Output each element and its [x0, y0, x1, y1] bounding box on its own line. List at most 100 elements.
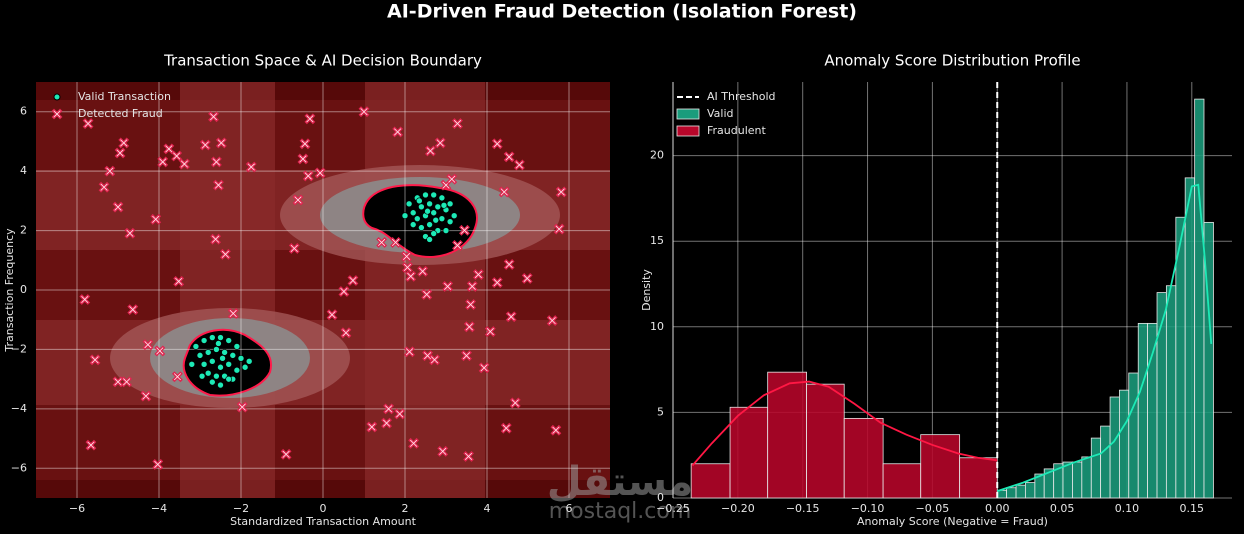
fraud-point [461, 350, 472, 362]
fraud-point [513, 159, 525, 171]
valid-point [430, 209, 438, 217]
fraud-point [213, 179, 224, 191]
y-tick-label: −2 [11, 342, 27, 355]
histogram-bar [1119, 389, 1130, 499]
valid-point [233, 343, 241, 350]
fraud-point [154, 345, 166, 357]
valid-point [430, 230, 438, 237]
fraud-point [429, 354, 440, 366]
histogram-bar [1137, 322, 1148, 499]
fraud-point [121, 376, 133, 388]
fraud-point [417, 265, 429, 277]
decision-boundary [36, 82, 610, 498]
valid-point [225, 375, 232, 383]
y-axis-label: Density [640, 269, 653, 311]
valid-point [430, 191, 438, 199]
fraud-point [503, 151, 515, 163]
fraud-point [292, 194, 304, 206]
fraud-point [459, 224, 470, 236]
histogram-bar [806, 383, 845, 499]
valid-point [245, 358, 253, 365]
x-tick-label: 0 [320, 502, 327, 515]
y-tick-label: 6 [20, 105, 27, 118]
valid-point [217, 381, 224, 389]
y-axis-label: Transaction Frequency [3, 228, 16, 353]
valid-point [422, 191, 429, 199]
chart-title: Anomaly Score Distribution Profile [824, 52, 1080, 70]
fraud-point [402, 261, 413, 273]
fraud-point [140, 390, 152, 402]
valid-point [213, 372, 220, 380]
fraud-point [553, 223, 565, 235]
fraud-point [425, 145, 436, 157]
valid-point [209, 334, 216, 341]
figure-title: AI-Driven Fraud Detection (Isolation For… [387, 1, 857, 23]
x-tick-label: −0.05 [916, 502, 950, 515]
watermark-arabic: مستقل [547, 459, 693, 505]
fraud-point [465, 299, 477, 310]
fraud-point [340, 327, 352, 339]
fraud-point [215, 137, 227, 149]
fraud-point [358, 106, 370, 118]
x-tick-label: −0.10 [851, 502, 885, 515]
fraud-point [152, 459, 164, 470]
fraud-point [509, 397, 521, 409]
y-tick-label: 0 [657, 491, 664, 504]
valid-point [405, 200, 413, 208]
x-tick-label: −4 [151, 502, 167, 515]
valid-point [432, 216, 440, 224]
fraud-point [394, 408, 406, 420]
histogram-bar [1072, 461, 1083, 499]
x-tick-label: 4 [484, 502, 491, 515]
fraud-point [326, 309, 338, 321]
fraud-point [555, 186, 567, 198]
valid-point [200, 337, 208, 344]
y-tick-label: 0 [20, 283, 27, 296]
x-tick-label: 0.15 [1180, 502, 1205, 515]
x-tick-label: 6 [566, 502, 573, 515]
valid-point [200, 360, 208, 368]
fraud-point [376, 237, 388, 248]
fraud-point [392, 126, 404, 138]
x-tick-label: 0.05 [1050, 502, 1075, 515]
y-tick-label: 15 [650, 234, 664, 247]
valid-point [440, 202, 448, 209]
valid-point [225, 337, 232, 344]
fraud-point [79, 294, 91, 305]
fraud-point [304, 113, 316, 125]
x-tick-label: 2 [402, 502, 409, 515]
histogram-bar [1194, 98, 1205, 499]
fraud-point [463, 450, 474, 462]
x-axis-label: Standardized Transaction Amount [230, 515, 416, 528]
valid-point [188, 360, 196, 368]
valid-point [215, 340, 222, 347]
fraud-point [366, 421, 378, 433]
fraud-point [150, 213, 162, 225]
fraud-point [452, 118, 463, 130]
fraud-point [491, 277, 503, 288]
x-tick-label: 0.10 [1115, 502, 1140, 515]
fraud-point [478, 362, 490, 374]
legend-label: Detected Fraud [78, 107, 163, 120]
kde-line [691, 380, 998, 467]
fraud-point [484, 326, 496, 338]
valid-point [418, 224, 425, 231]
x-tick-label: −2 [233, 502, 249, 515]
valid-point [237, 355, 245, 362]
fraud-point [452, 240, 463, 251]
fraud-point [114, 147, 126, 159]
fraud-point [503, 259, 515, 270]
valid-point [217, 334, 224, 341]
fraud-point [288, 242, 300, 254]
fraud-point [408, 437, 420, 449]
histogram-bar [1109, 396, 1120, 499]
x-axis-label: Anomaly Score (Negative = Fraud) [857, 515, 1048, 528]
x-tick-label: −0.25 [656, 502, 690, 515]
x-tick-label: −6 [69, 502, 85, 515]
histogram-bar [1100, 425, 1111, 499]
valid-point [213, 346, 220, 353]
histogram-bar [1147, 322, 1158, 499]
valid-point [221, 349, 228, 356]
fraud-point [179, 158, 190, 170]
